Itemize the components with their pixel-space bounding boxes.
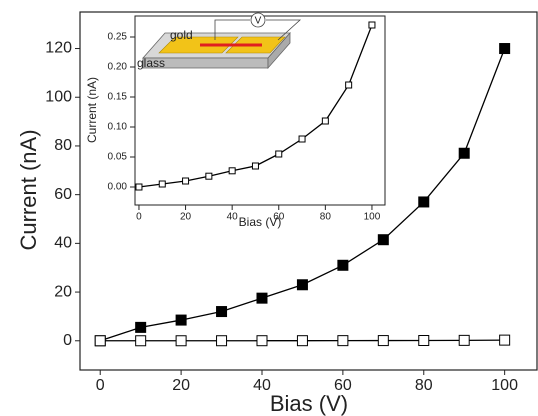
data-point	[182, 177, 190, 185]
x-tick-label: 100	[491, 377, 518, 394]
data-point	[216, 306, 228, 318]
x-tick-label: 20	[180, 212, 192, 223]
data-point	[175, 335, 187, 347]
data-point	[418, 335, 430, 347]
data-point	[175, 314, 187, 326]
voltmeter-label: V	[255, 16, 262, 27]
data-point	[94, 335, 106, 347]
y-tick-label: 0.05	[108, 152, 128, 163]
data-point	[377, 234, 389, 246]
data-point	[321, 117, 329, 125]
data-point	[205, 172, 213, 180]
data-point	[158, 180, 166, 188]
x-tick-label: 20	[172, 377, 190, 394]
y-tick-label: 0	[63, 332, 72, 349]
data-point	[368, 21, 376, 29]
x-tick-label: 80	[415, 377, 433, 394]
data-point	[256, 335, 268, 347]
data-point	[296, 335, 308, 347]
data-point	[458, 334, 470, 346]
y-tick-label: 80	[54, 137, 72, 154]
y-tick-label: 0.20	[108, 62, 128, 73]
device-illustration	[142, 12, 302, 70]
x-tick-label: 40	[227, 212, 239, 223]
data-point	[256, 292, 268, 304]
glass-label: glass	[137, 56, 165, 70]
data-point	[458, 147, 470, 159]
x-tick-label: 100	[364, 212, 381, 223]
y-tick-label: 0.10	[108, 122, 128, 133]
y-tick-label: 40	[54, 235, 72, 252]
data-point	[275, 150, 283, 158]
data-point	[298, 135, 306, 143]
y-axis-label: Current (nA)	[16, 129, 41, 250]
x-tick-label: 40	[253, 377, 271, 394]
y-tick-label: 60	[54, 186, 72, 203]
data-point	[296, 279, 308, 291]
x-tick-label: 60	[334, 377, 352, 394]
gold-label: gold	[170, 28, 193, 42]
data-point	[228, 167, 236, 175]
data-point	[499, 334, 511, 346]
y-tick-label: 100	[45, 88, 72, 105]
y-tick-label: 0.25	[108, 32, 128, 43]
y-tick-label: 0.00	[108, 182, 128, 193]
data-point	[499, 43, 511, 55]
data-point	[418, 196, 430, 208]
x-tick-label: 0	[96, 377, 105, 394]
y-tick-label: 20	[54, 283, 72, 300]
main-frame	[79, 11, 538, 371]
data-point	[135, 321, 147, 333]
x-axis-label: Bias (V)	[239, 215, 282, 229]
data-point	[337, 259, 349, 271]
x-axis-label: Bias (V)	[270, 391, 348, 416]
data-point	[337, 335, 349, 347]
data-point	[216, 335, 228, 347]
x-tick-label: 0	[136, 212, 142, 223]
data-point	[135, 183, 143, 191]
data-point	[377, 335, 389, 347]
y-tick-label: 0.15	[108, 92, 128, 103]
x-tick-label: 60	[273, 212, 285, 223]
data-point	[345, 81, 353, 89]
data-point	[135, 335, 147, 347]
y-tick-label: 120	[45, 40, 72, 57]
data-point	[251, 162, 259, 170]
y-axis-label: Current (nA)	[85, 77, 99, 143]
x-tick-label: 80	[320, 212, 332, 223]
